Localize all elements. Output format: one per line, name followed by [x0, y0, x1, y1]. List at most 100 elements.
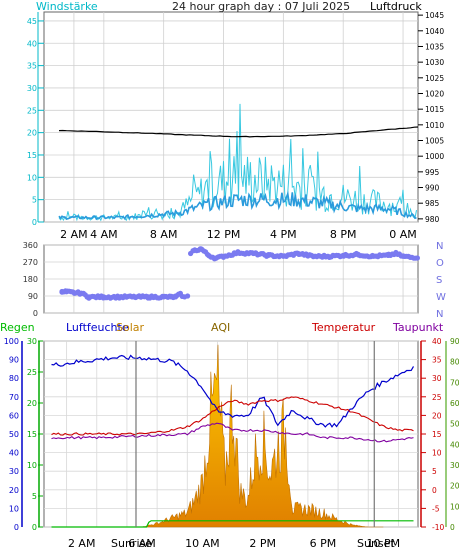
pressure-tick-label: 995: [425, 168, 440, 177]
direction-point: [177, 291, 183, 297]
direction-point: [265, 252, 271, 258]
direction-point: [161, 294, 167, 300]
wind-tick-label: 15: [27, 151, 37, 160]
x-tick-label: 8 PM: [330, 228, 357, 241]
compass-label: W: [436, 292, 446, 303]
direction-point: [168, 294, 174, 300]
wind-tick-label: 5: [32, 196, 37, 205]
x-tick-label: 0 AM: [389, 228, 417, 241]
direction-point: [407, 254, 414, 260]
x-tick-label: 6 AM: [128, 537, 156, 550]
direction-point: [63, 289, 69, 295]
direction-point: [393, 250, 399, 257]
direction-point: [325, 253, 331, 259]
rain-line: [51, 520, 414, 528]
humidity-tick-label: 20: [9, 486, 19, 495]
solar-area: [141, 344, 384, 528]
direction-point: [355, 251, 361, 257]
wind-tick-label: 10: [27, 173, 37, 182]
rain-tick-label: 5: [32, 492, 37, 501]
direction-point: [370, 253, 376, 259]
direction-point: [101, 294, 107, 300]
direction-point: [310, 253, 316, 259]
humidity-tick-label: 0: [14, 523, 19, 532]
direction-point: [71, 290, 77, 296]
temperature-tick-label: 10: [432, 449, 442, 458]
direction-point: [146, 294, 152, 300]
wind-pressure-axes: 2 AM 4 AM 8 AM 12 PM 4 PM 8 PM 0 AM05101520253…: [27, 11, 445, 241]
x-tick-label: 2 AM: [60, 228, 88, 241]
temperature-tick-label: 30: [432, 374, 442, 383]
direction-tick-label: 270: [23, 258, 38, 267]
pressure-line: [58, 126, 419, 138]
humidity-tick-label: 10: [9, 504, 19, 513]
direction-point: [280, 253, 286, 259]
wind-direction-axes: 0 N 90 W 180 S 270 O 360 N: [23, 241, 446, 320]
direction-point: [116, 294, 122, 300]
dewpoint-tick-label: 90: [450, 337, 460, 346]
wind-tick-label: 30: [27, 84, 37, 93]
temperature-tick-label: 0: [432, 486, 437, 495]
x-tick-label: 10 PM: [367, 537, 401, 550]
pressure-tick-label: 980: [425, 215, 440, 224]
humidity-tick-label: 70: [9, 393, 19, 402]
rain-tick-label: 30: [27, 337, 37, 346]
dewpoint-tick-label: 60: [450, 399, 460, 408]
direction-tick-label: 360: [23, 241, 38, 250]
direction-point: [131, 294, 137, 300]
wind-tick-label: 35: [27, 62, 37, 71]
humidity-tick-label: 30: [9, 467, 19, 476]
dewpoint-tick-label: 70: [450, 378, 460, 387]
direction-point: [173, 294, 179, 300]
pressure-tick-label: 1000: [425, 152, 444, 161]
dewpoint-tick-label: 40: [450, 440, 460, 449]
compass-label: O: [436, 258, 444, 269]
aqi-axis-label: AQI: [211, 321, 230, 334]
direction-point: [86, 294, 92, 300]
wind-tick-label: 25: [27, 106, 37, 115]
direction-point: [220, 253, 227, 259]
humidity-axis-label: Luftfeuchte: [66, 321, 129, 334]
rain-tick-label: 10: [27, 461, 37, 470]
pressure-tick-label: 1035: [425, 42, 444, 51]
pressure-tick-label: 1010: [425, 121, 444, 130]
temperature-line: [51, 396, 414, 436]
dewpoint-axis-label: Taupunkt: [392, 321, 444, 334]
direction-point: [78, 290, 84, 296]
direction-point: [213, 255, 219, 261]
x-tick-label: 10 AM: [185, 537, 220, 550]
x-tick-label: 6 PM: [310, 537, 337, 550]
compass-label: N: [436, 309, 443, 320]
multi-sensor-axes: 0102030405060708090100051015202530-10-50…: [4, 337, 460, 550]
pressure-tick-label: 1040: [425, 27, 444, 36]
x-tick-label: 4 AM: [90, 228, 118, 241]
temperature-tick-label: 35: [432, 356, 442, 365]
direction-tick-label: 180: [23, 275, 38, 284]
humidity-line: [51, 354, 415, 428]
dewpoint-tick-label: 30: [450, 461, 460, 470]
pressure-tick-label: 1020: [425, 89, 444, 98]
pressure-tick-label: 1030: [425, 58, 444, 67]
temperature-tick-label: 40: [432, 337, 442, 346]
dewpoint-tick-label: 80: [450, 358, 460, 367]
multi-sensor-data: [51, 344, 415, 528]
dewpoint-tick-label: 20: [450, 482, 460, 491]
sunrise-label: Sunrise: [111, 537, 152, 550]
direction-point: [198, 246, 204, 252]
wind-tick-label: 45: [27, 17, 37, 26]
x-tick-label: 12 PM: [207, 228, 241, 241]
direction-point: [400, 253, 406, 259]
pressure-tick-label: 1025: [425, 74, 444, 83]
humidity-tick-label: 90: [9, 356, 19, 365]
direction-point: [185, 293, 191, 299]
x-tick-label: 4 PM: [270, 228, 297, 241]
temperature-tick-label: 20: [432, 411, 442, 420]
rain-tick-label: 20: [27, 399, 37, 408]
x-tick-label: 8 AM: [150, 228, 178, 241]
chart-title: 24 hour graph day : 07 Juli 2025: [172, 0, 350, 13]
humidity-tick-label: 100: [4, 337, 19, 346]
wind-tick-label: 20: [27, 129, 37, 138]
direction-point: [340, 252, 346, 258]
